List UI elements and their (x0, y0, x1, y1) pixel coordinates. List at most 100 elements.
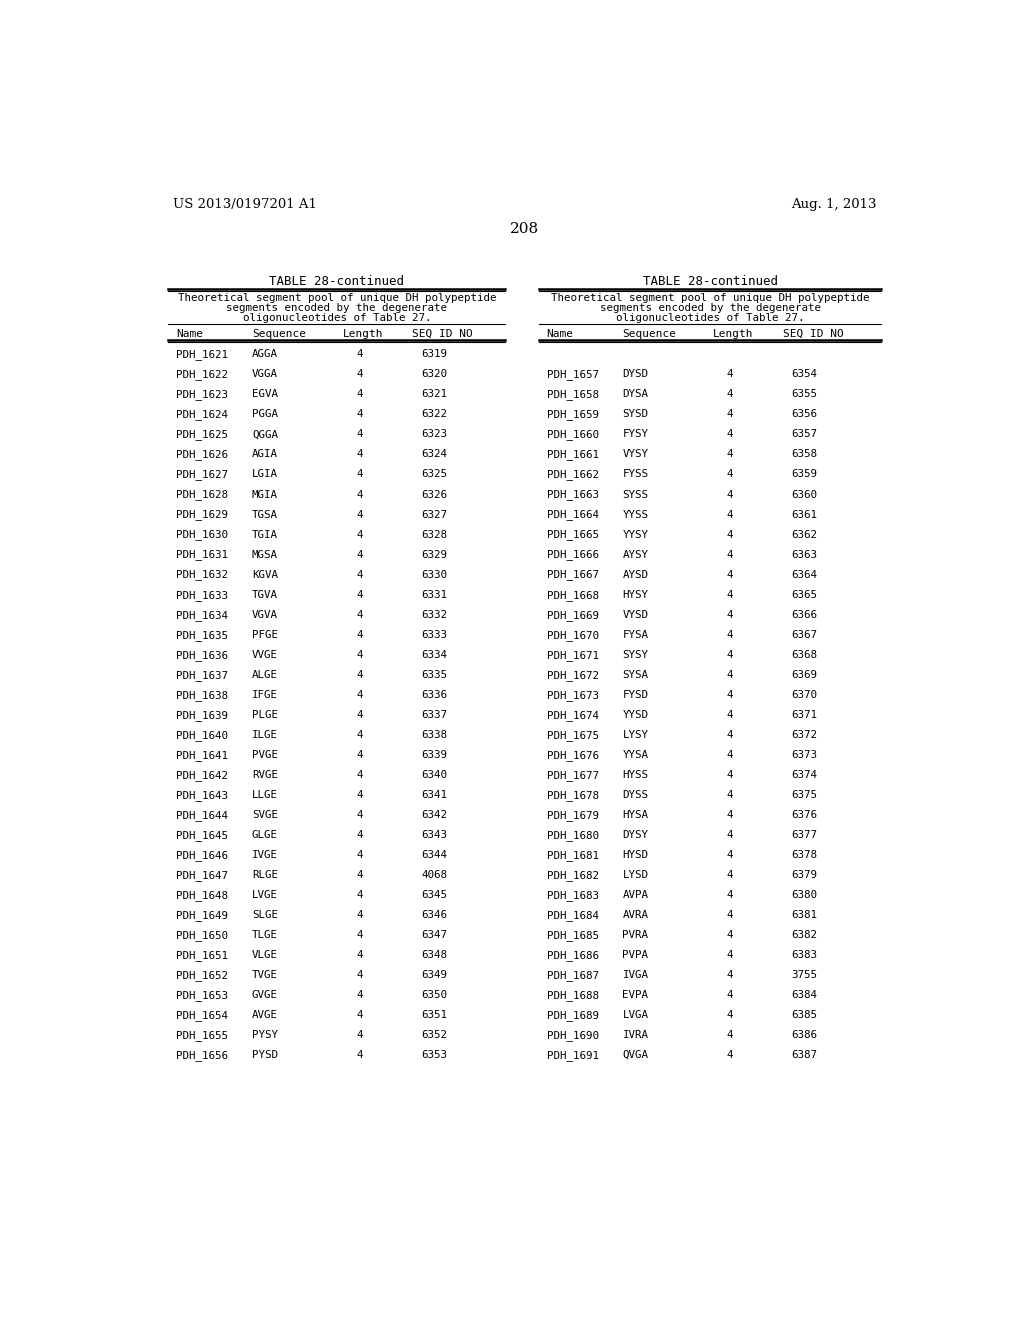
Text: PDH_1683: PDH_1683 (547, 890, 598, 900)
Text: PDH_1676: PDH_1676 (547, 750, 598, 760)
Text: VGGA: VGGA (252, 370, 278, 379)
Text: PDH_1660: PDH_1660 (547, 429, 598, 441)
Text: 4: 4 (356, 830, 362, 840)
Text: PDH_1689: PDH_1689 (547, 1010, 598, 1020)
Text: 6359: 6359 (792, 470, 817, 479)
Text: 4: 4 (356, 370, 362, 379)
Text: PDH_1650: PDH_1650 (176, 929, 228, 941)
Text: 6360: 6360 (792, 490, 817, 499)
Text: 6385: 6385 (792, 1010, 817, 1020)
Text: 6373: 6373 (792, 750, 817, 760)
Text: VYSD: VYSD (623, 610, 648, 619)
Text: 4: 4 (727, 669, 733, 680)
Text: PDH_1644: PDH_1644 (176, 810, 228, 821)
Text: PDH_1624: PDH_1624 (176, 409, 228, 420)
Text: PDH_1649: PDH_1649 (176, 909, 228, 921)
Text: 6380: 6380 (792, 890, 817, 900)
Text: 4: 4 (727, 429, 733, 440)
Text: PDH_1634: PDH_1634 (176, 610, 228, 620)
Text: 6320: 6320 (421, 370, 447, 379)
Text: 6334: 6334 (421, 649, 447, 660)
Text: PDH_1640: PDH_1640 (176, 730, 228, 741)
Text: 6335: 6335 (421, 669, 447, 680)
Text: AVGE: AVGE (252, 1010, 278, 1020)
Text: PDH_1635: PDH_1635 (176, 630, 228, 640)
Text: 4: 4 (356, 510, 362, 520)
Text: 6381: 6381 (792, 909, 817, 920)
Text: 4: 4 (727, 630, 733, 640)
Text: 4: 4 (727, 870, 733, 880)
Text: EVPA: EVPA (623, 990, 648, 1001)
Text: 6363: 6363 (792, 549, 817, 560)
Text: DYSD: DYSD (623, 370, 648, 379)
Text: QVGA: QVGA (623, 1051, 648, 1060)
Text: 6377: 6377 (792, 830, 817, 840)
Text: 4: 4 (727, 1030, 733, 1040)
Text: KGVA: KGVA (252, 570, 278, 579)
Text: 6333: 6333 (421, 630, 447, 640)
Text: PDH_1653: PDH_1653 (176, 990, 228, 1001)
Text: PDH_1680: PDH_1680 (547, 830, 598, 841)
Text: 4: 4 (356, 470, 362, 479)
Text: PDH_1645: PDH_1645 (176, 830, 228, 841)
Text: PDH_1648: PDH_1648 (176, 890, 228, 900)
Text: segments encoded by the degenerate: segments encoded by the degenerate (226, 304, 447, 313)
Text: 4: 4 (727, 730, 733, 739)
Text: 6336: 6336 (421, 689, 447, 700)
Text: SEQ ID NO: SEQ ID NO (783, 329, 844, 338)
Text: PDH_1672: PDH_1672 (547, 669, 598, 681)
Text: PVGE: PVGE (252, 750, 278, 760)
Text: PDH_1632: PDH_1632 (176, 570, 228, 581)
Text: TGIA: TGIA (252, 529, 278, 540)
Text: 6376: 6376 (792, 810, 817, 820)
Text: 6346: 6346 (421, 909, 447, 920)
Text: PDH_1662: PDH_1662 (547, 470, 598, 480)
Text: 4: 4 (727, 970, 733, 979)
Text: LVGE: LVGE (252, 890, 278, 900)
Text: 4: 4 (356, 570, 362, 579)
Text: PDH_1670: PDH_1670 (547, 630, 598, 640)
Text: 6368: 6368 (792, 649, 817, 660)
Text: AVRA: AVRA (623, 909, 648, 920)
Text: PDH_1656: PDH_1656 (176, 1051, 228, 1061)
Text: 6342: 6342 (421, 810, 447, 820)
Text: 6361: 6361 (792, 510, 817, 520)
Text: PDH_1668: PDH_1668 (547, 590, 598, 601)
Text: PDH_1639: PDH_1639 (176, 710, 228, 721)
Text: 4: 4 (727, 549, 733, 560)
Text: 4: 4 (356, 929, 362, 940)
Text: Sequence: Sequence (623, 329, 677, 338)
Text: ILGE: ILGE (252, 730, 278, 739)
Text: YYSD: YYSD (623, 710, 648, 719)
Text: 6370: 6370 (792, 689, 817, 700)
Text: 6354: 6354 (792, 370, 817, 379)
Text: 6331: 6331 (421, 590, 447, 599)
Text: 208: 208 (510, 222, 540, 235)
Text: PDH_1633: PDH_1633 (176, 590, 228, 601)
Text: PDH_1657: PDH_1657 (547, 370, 598, 380)
Text: 4: 4 (356, 810, 362, 820)
Text: 4: 4 (727, 810, 733, 820)
Text: 4: 4 (356, 429, 362, 440)
Text: PDH_1652: PDH_1652 (176, 970, 228, 981)
Text: PDH_1641: PDH_1641 (176, 750, 228, 760)
Text: 4: 4 (727, 409, 733, 420)
Text: 6332: 6332 (421, 610, 447, 619)
Text: PDH_1674: PDH_1674 (547, 710, 598, 721)
Text: PDH_1655: PDH_1655 (176, 1030, 228, 1041)
Text: 4: 4 (727, 590, 733, 599)
Text: 4: 4 (356, 490, 362, 499)
Text: FYSS: FYSS (623, 470, 648, 479)
Text: 4: 4 (727, 929, 733, 940)
Text: 4: 4 (356, 389, 362, 400)
Text: TGSA: TGSA (252, 510, 278, 520)
Text: PDH_1642: PDH_1642 (176, 770, 228, 780)
Text: PDH_1630: PDH_1630 (176, 529, 228, 540)
Text: AYSD: AYSD (623, 570, 648, 579)
Text: 4: 4 (356, 409, 362, 420)
Text: Theoretical segment pool of unique DH polypeptide: Theoretical segment pool of unique DH po… (177, 293, 496, 304)
Text: FYSA: FYSA (623, 630, 648, 640)
Text: IVGA: IVGA (623, 970, 648, 979)
Text: LGIA: LGIA (252, 470, 278, 479)
Text: GVGE: GVGE (252, 990, 278, 1001)
